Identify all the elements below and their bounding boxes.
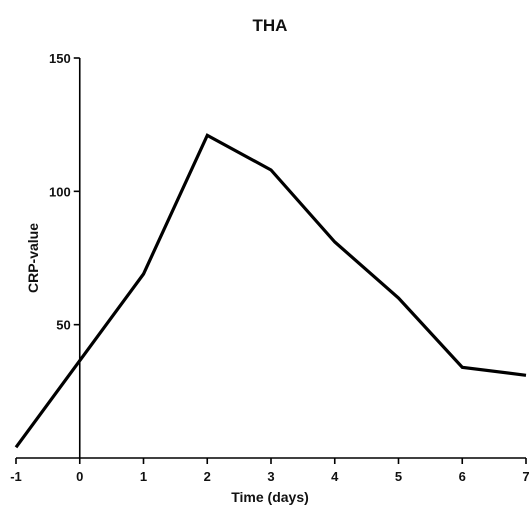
x-tick-label: 7 [522, 469, 529, 484]
y-tick-label: 100 [49, 184, 71, 199]
axes [16, 58, 526, 459]
series [14, 133, 527, 449]
x-tick-label: 3 [267, 469, 274, 484]
x-axis-label: Time (days) [231, 489, 309, 505]
x-tick-label: 0 [76, 469, 83, 484]
y-axis-label: CRP-value [25, 223, 41, 293]
x-tick-label: 6 [459, 469, 466, 484]
y-tick-label: 150 [49, 51, 71, 66]
x-tick-label: 2 [204, 469, 211, 484]
ticks: -1 0 1 2 3 4 5 6 7 50 100 150 [10, 51, 529, 484]
series-line [14, 133, 527, 449]
y-tick-label: 50 [56, 318, 70, 333]
x-tick-label: 1 [140, 469, 147, 484]
chart-title: THA [253, 16, 288, 35]
x-tick-label: 5 [395, 469, 402, 484]
x-tick-label: -1 [10, 469, 22, 484]
x-tick-label: 4 [331, 469, 339, 484]
